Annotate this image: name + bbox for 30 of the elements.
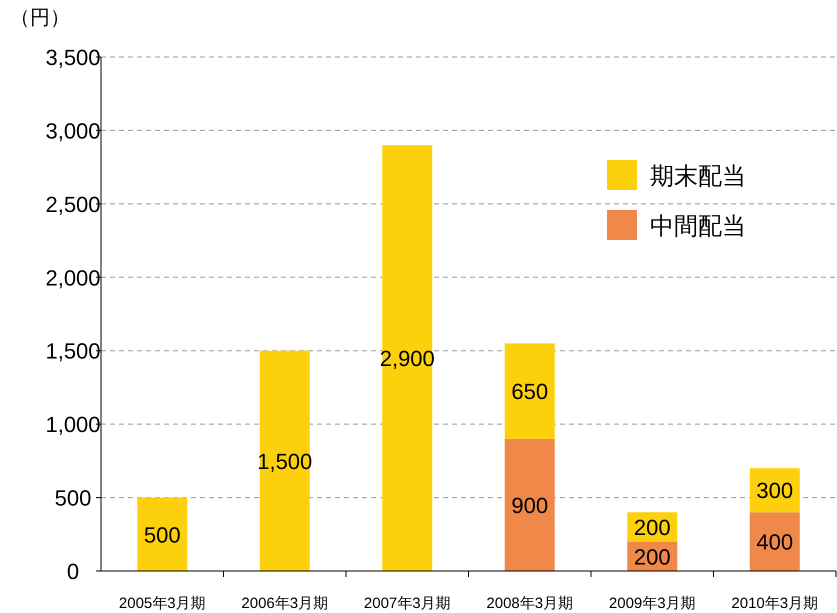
y-tick-label: 1,500 (45, 338, 101, 364)
data-label: 300 (756, 478, 794, 504)
data-label: 650 (511, 379, 548, 404)
data-label: 500 (144, 522, 181, 548)
x-tick-label: 2005年3月期 (118, 595, 206, 612)
y-tick-label: 2,000 (45, 265, 101, 290)
data-label: 900 (511, 492, 548, 518)
data-label: 200 (634, 544, 671, 570)
bar (750, 512, 800, 571)
legend-label: 期末配当 (650, 163, 746, 190)
y-tick-label: 500 (54, 486, 92, 511)
y-tick-label: 3,000 (45, 118, 101, 144)
x-tick-label: 2010年3月期 (731, 595, 818, 612)
data-label: 200 (634, 514, 671, 540)
y-tick-label: 3,500 (45, 45, 101, 70)
x-tick-label: 2009年3月期 (608, 595, 696, 612)
x-tick-label: 2006年3月期 (241, 595, 328, 612)
y-tick-label: 1,000 (45, 412, 101, 438)
bar (260, 350, 310, 571)
y-tick-label: 0 (66, 559, 80, 584)
y-tick-label: 2,500 (45, 192, 101, 217)
y-axis-title: （円） (10, 7, 70, 29)
bar (504, 438, 555, 571)
bar (382, 145, 432, 571)
legend-label: 中間配当 (650, 213, 746, 240)
bar (137, 498, 188, 571)
x-tick-label: 2008年3月期 (486, 595, 574, 612)
bar (504, 343, 555, 439)
x-tick-label: 2007年3月期 (364, 595, 451, 612)
data-label: 400 (756, 530, 794, 555)
